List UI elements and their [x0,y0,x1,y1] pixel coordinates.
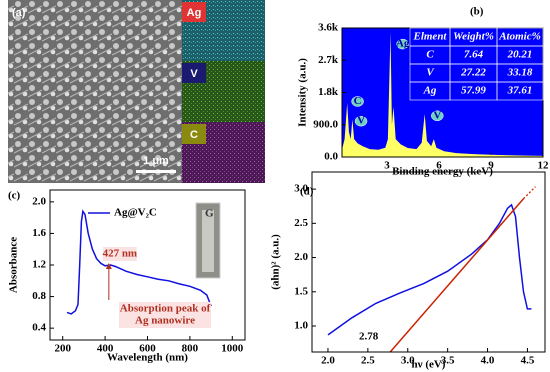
x-tick-label: 3 [384,160,390,172]
axes-frame [311,171,546,353]
y-tick-label: 1.5 [294,285,308,297]
x-tick-label: 9 [488,160,494,172]
y-axis-title: Intensity (a.u.) [297,58,309,127]
x-tick-label: 4.5 [521,355,535,367]
x-tick-label: 4.0 [481,355,495,367]
y-axis-title: Absorbance [8,237,20,293]
series-line [389,198,525,352]
spectrum-area [342,31,543,157]
inset-vial [202,210,214,272]
table-text: V [426,67,435,79]
y-tick-label: 1.8k [318,86,339,98]
legend-label: Ag@V₂C [114,207,157,219]
y-tick-label: 3.6k [318,22,339,34]
annotation: Ag nanowire [135,315,195,327]
peak-label: V [357,115,365,127]
annotation-box [119,302,211,328]
peak-label: C [354,95,362,107]
map-label: Ag [187,7,202,19]
x-tick-label: 200 [54,343,71,355]
table-text: Atomic% [498,31,541,43]
x-tick-label: 3.0 [401,355,415,367]
annotation: 427 nm [103,248,138,260]
y-tick-label: 2.0 [294,251,308,263]
table-text: 57.99 [461,85,486,97]
peak-marker [396,38,409,50]
peak-marker [351,96,364,107]
map-label: V [190,68,198,80]
map-tag [182,63,206,83]
annotation: Absorption peak of [120,303,211,315]
scale-bar [136,170,176,173]
scale-bar-label: 1 μm [143,155,169,167]
table-text: Weight% [453,31,494,43]
table-text: 27.22 [460,67,486,79]
map-tag [182,2,206,22]
x-tick-label: 1000 [221,343,244,355]
y-tick-label: 1.2 [32,259,46,271]
table-text: 7.64 [464,49,484,61]
series-line [66,209,212,315]
y-tick-label: 2.5 [294,217,308,229]
x-tick-label: 800 [182,343,199,355]
table-text: Elment [412,31,447,43]
axes-frame [49,189,246,341]
plot-background [342,28,543,157]
y-tick-label: 2.7k [318,54,339,66]
peak-marker [431,110,444,122]
table-text: 33.18 [507,67,533,79]
map-tag [182,124,206,144]
peak-label: V [433,109,441,121]
y-tick-label: 1.6 [32,227,46,239]
x-tick-label: 2.0 [321,355,335,367]
panel-label: (c) [8,190,21,202]
y-tick-label: 2.0 [32,195,46,207]
panel-label: (d) [300,186,314,198]
peak-marker [354,115,368,127]
x-axis-title: Wavelength (nm) [107,352,188,364]
series-line [327,203,532,336]
bandgap-label: 2.78 [359,331,379,343]
x-tick-label: 6 [436,160,442,172]
x-tick-label: 2.5 [361,355,375,367]
y-tick-label: 1.0 [294,320,308,332]
fit-extension [522,186,536,200]
panel-label: (a) [12,7,26,19]
panel-label: (b) [470,6,484,18]
table-text: Ag [423,85,437,97]
table-text: C [426,49,434,61]
x-tick-label: 3.5 [441,355,455,367]
y-tick-label: 0.8 [32,290,46,302]
y-tick-label: 0.0 [324,151,338,163]
sem-image [8,0,182,183]
table-cell [496,81,544,101]
table-text: 20.21 [507,49,533,61]
inset-label: G [205,208,214,220]
peak-label: Ag [396,38,410,50]
annotation-box [102,247,137,261]
y-axis-title: (ahn)² (a.u.) [270,234,282,290]
y-tick-label: 900.0 [313,118,338,130]
table-text: 37.61 [507,85,533,97]
x-axis-title: hν (eV) [412,359,446,371]
x-tick-label: 600 [139,343,156,355]
y-tick-label: 3.0 [294,183,308,195]
map-label: C [190,129,198,141]
x-tick-label: 400 [97,343,114,355]
x-tick-label: 12 [538,160,550,172]
y-tick-label: 0.4 [32,322,46,334]
